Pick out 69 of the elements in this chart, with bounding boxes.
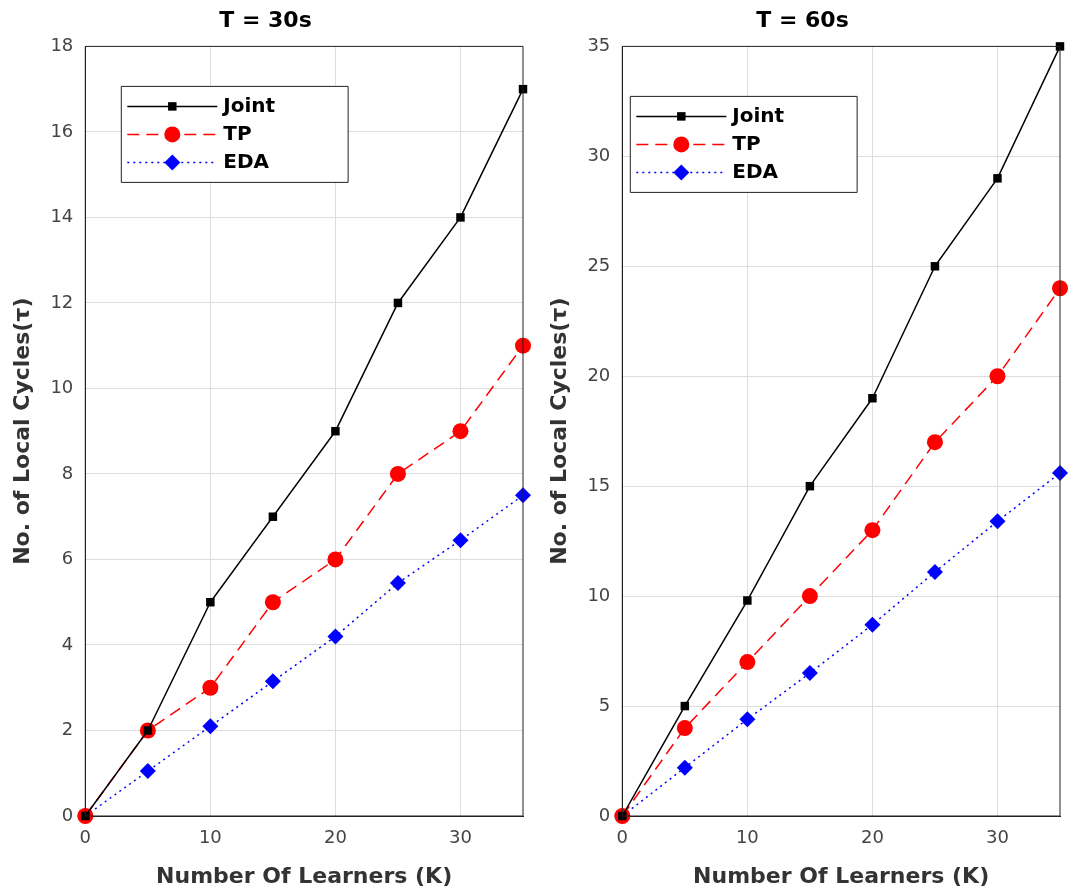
y-tick-label: 30 xyxy=(587,144,611,166)
chart-title: T = 30s xyxy=(219,6,312,32)
point xyxy=(676,759,693,776)
y-tick-label: 8 xyxy=(61,461,74,483)
legend-label: Joint xyxy=(730,102,785,127)
point xyxy=(331,426,340,436)
y-tick-label: 12 xyxy=(50,290,74,312)
y-tick-label: 20 xyxy=(587,363,611,385)
y-tick-label: 6 xyxy=(61,547,74,569)
point xyxy=(926,434,943,451)
point xyxy=(989,513,1006,530)
x-tick-label: 0 xyxy=(79,826,92,848)
y-tick-label: 18 xyxy=(50,34,74,56)
point xyxy=(327,628,344,645)
point xyxy=(268,512,278,521)
legend-label: Joint xyxy=(221,92,276,117)
y-tick-label: 10 xyxy=(587,583,611,605)
y-tick-label: 25 xyxy=(587,253,611,275)
x-tick-label: 10 xyxy=(198,826,222,848)
point xyxy=(864,522,881,539)
y-tick-label: 35 xyxy=(587,34,611,56)
y-tick-label: 0 xyxy=(61,803,74,825)
point xyxy=(739,711,756,728)
x-axis-title: Number Of Learners (K) xyxy=(156,862,453,888)
x-tick-label: 20 xyxy=(860,826,884,848)
legend-label: TP xyxy=(223,120,252,145)
point xyxy=(264,594,281,611)
x-tick-label: 20 xyxy=(323,826,347,848)
legend-label: EDA xyxy=(732,158,779,183)
point xyxy=(202,679,219,696)
y-tick-label: 4 xyxy=(61,632,74,654)
point xyxy=(206,597,215,607)
point xyxy=(452,423,469,440)
point xyxy=(864,616,881,633)
point xyxy=(389,574,406,591)
x-tick-label: 30 xyxy=(986,826,1009,848)
point xyxy=(739,654,756,671)
point xyxy=(801,588,818,605)
point xyxy=(389,465,406,482)
y-tick-label: 15 xyxy=(587,473,611,495)
y-tick-label: 16 xyxy=(50,119,74,141)
point xyxy=(926,563,943,580)
point xyxy=(139,763,156,780)
point xyxy=(743,596,752,605)
point xyxy=(264,673,281,690)
point xyxy=(930,262,940,271)
y-axis-title: No. of Local Cycles(τ) xyxy=(8,297,34,565)
y-axis-title: No. of Local Cycles(τ) xyxy=(545,297,571,565)
x-tick-label: 30 xyxy=(449,826,472,848)
y-tick-label: 5 xyxy=(598,693,611,715)
x-axis-title: Number Of Learners (K) xyxy=(693,862,990,888)
legend-label: TP xyxy=(732,130,761,155)
point xyxy=(868,393,877,403)
point xyxy=(989,368,1006,385)
point xyxy=(452,532,469,549)
x-tick-label: 0 xyxy=(616,826,629,848)
point xyxy=(202,718,219,735)
point xyxy=(456,213,465,222)
legend-label: EDA xyxy=(223,148,270,173)
point xyxy=(676,720,693,737)
point xyxy=(801,665,818,682)
y-tick-label: 10 xyxy=(50,376,74,398)
point xyxy=(993,174,1002,183)
point xyxy=(327,551,344,568)
y-tick-label: 2 xyxy=(61,718,74,740)
y-tick-label: 14 xyxy=(50,205,74,227)
y-tick-label: 0 xyxy=(598,803,611,825)
x-tick-label: 10 xyxy=(735,826,759,848)
chart-title: T = 60s xyxy=(756,6,849,32)
